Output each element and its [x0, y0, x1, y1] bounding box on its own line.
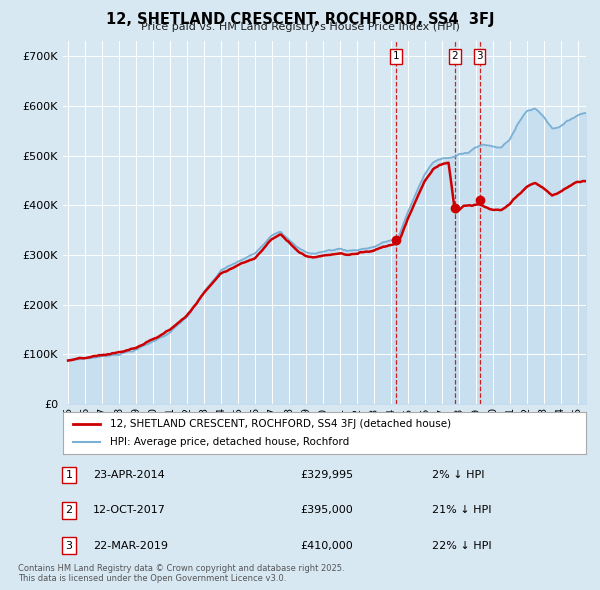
Text: 21% ↓ HPI: 21% ↓ HPI: [432, 506, 491, 515]
Text: 2: 2: [65, 506, 73, 515]
Text: £329,995: £329,995: [300, 470, 353, 480]
Text: 2% ↓ HPI: 2% ↓ HPI: [432, 470, 485, 480]
Text: 12, SHETLAND CRESCENT, ROCHFORD, SS4  3FJ: 12, SHETLAND CRESCENT, ROCHFORD, SS4 3FJ: [106, 12, 494, 27]
Text: 3: 3: [476, 51, 483, 61]
Text: Contains HM Land Registry data © Crown copyright and database right 2025.
This d: Contains HM Land Registry data © Crown c…: [18, 563, 344, 583]
Text: 3: 3: [65, 541, 73, 550]
Text: 1: 1: [393, 51, 400, 61]
Text: HPI: Average price, detached house, Rochford: HPI: Average price, detached house, Roch…: [110, 437, 349, 447]
Text: 22-MAR-2019: 22-MAR-2019: [93, 541, 168, 550]
Text: 22% ↓ HPI: 22% ↓ HPI: [432, 541, 491, 550]
Text: 12, SHETLAND CRESCENT, ROCHFORD, SS4 3FJ (detached house): 12, SHETLAND CRESCENT, ROCHFORD, SS4 3FJ…: [110, 419, 451, 429]
Text: 23-APR-2014: 23-APR-2014: [93, 470, 165, 480]
Text: 2: 2: [452, 51, 458, 61]
Text: £395,000: £395,000: [300, 506, 353, 515]
Text: £410,000: £410,000: [300, 541, 353, 550]
Text: 12-OCT-2017: 12-OCT-2017: [93, 506, 166, 515]
Text: 1: 1: [65, 470, 73, 480]
Text: Price paid vs. HM Land Registry's House Price Index (HPI): Price paid vs. HM Land Registry's House …: [140, 22, 460, 32]
